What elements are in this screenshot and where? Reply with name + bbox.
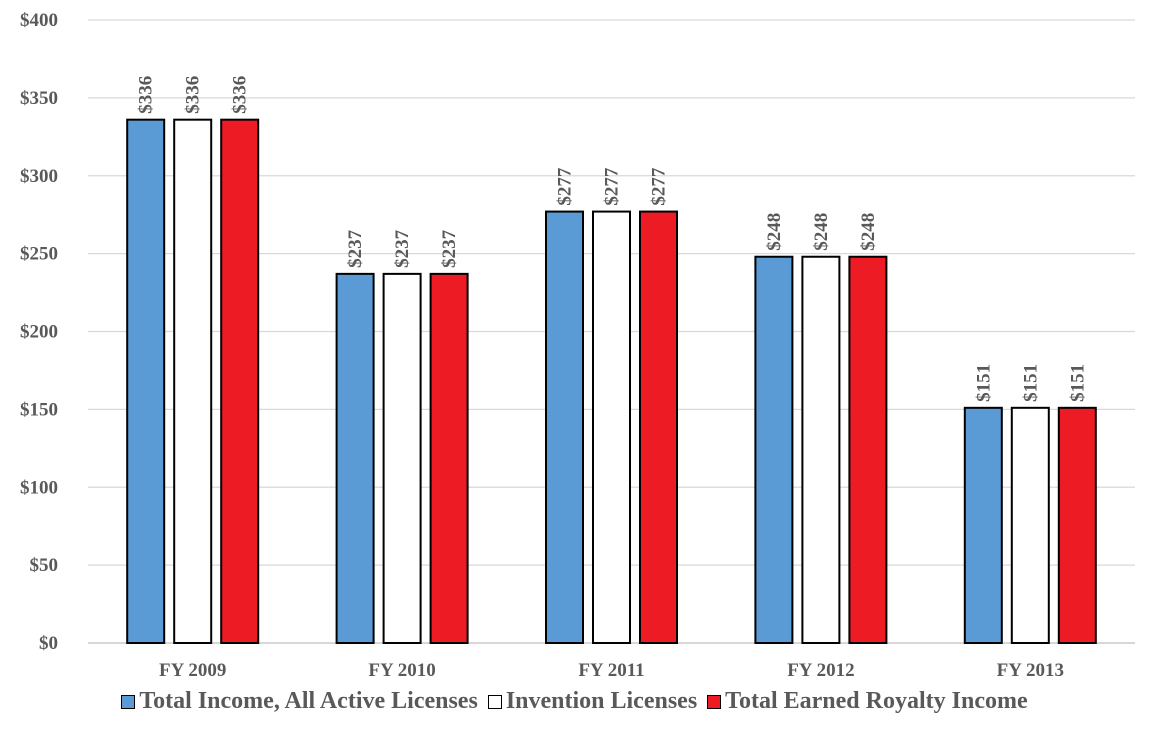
data-label: $151 bbox=[973, 364, 994, 402]
data-label: $248 bbox=[811, 213, 832, 251]
bar bbox=[801, 255, 841, 644]
data-label: $151 bbox=[1020, 364, 1041, 402]
data-label: $277 bbox=[602, 167, 623, 206]
data-label: $248 bbox=[858, 213, 879, 251]
x-tick-label: FY 2011 bbox=[578, 660, 644, 680]
legend-label: Total Earned Royalty Income bbox=[725, 688, 1028, 714]
data-label: $336 bbox=[136, 76, 157, 114]
bar bbox=[1057, 406, 1097, 644]
y-axis-ticks: $0 $50 $100 $150 $200 $250 $300 $350 $400 bbox=[20, 10, 58, 654]
bar bbox=[173, 118, 213, 645]
bar-chart: $0$50$100$150$200$250$300$350$400 $336 $3… bbox=[20, 10, 1135, 680]
x-tick-label: FY 2010 bbox=[368, 660, 435, 680]
legend-item-royalty-income: Total Earned Royalty Income bbox=[707, 688, 1028, 715]
bars bbox=[126, 118, 1097, 645]
data-label: $151 bbox=[1067, 364, 1088, 402]
data-label: $237 bbox=[392, 229, 413, 268]
x-tick-label: FY 2009 bbox=[159, 660, 226, 680]
y-tick-label: $200 bbox=[20, 322, 58, 343]
bar bbox=[335, 272, 375, 644]
legend-swatch-blue bbox=[121, 694, 136, 709]
bar bbox=[126, 118, 166, 645]
x-tick-label: FY 2013 bbox=[997, 660, 1064, 680]
bar bbox=[963, 406, 1003, 644]
data-label: $237 bbox=[345, 229, 366, 268]
bar bbox=[429, 272, 469, 644]
y-tick-label: $0 bbox=[39, 633, 58, 654]
data-label: $336 bbox=[230, 76, 251, 114]
data-label: $277 bbox=[649, 167, 670, 206]
bar bbox=[639, 210, 678, 644]
bar bbox=[545, 210, 584, 644]
legend: Total Income, All Active Licenses Invent… bbox=[0, 688, 1149, 715]
bar bbox=[592, 210, 631, 644]
x-tick-label: FY 2012 bbox=[787, 660, 854, 680]
data-labels: $336 $336 $336 $237 $237 $237 $277 $277 $277 $248… bbox=[136, 76, 1089, 402]
legend-item-total-income: Total Income, All Active Licenses bbox=[121, 688, 478, 715]
y-tick-label: $300 bbox=[20, 166, 58, 187]
bar bbox=[220, 118, 260, 645]
y-tick-label: $350 bbox=[20, 88, 58, 109]
data-label: $237 bbox=[439, 229, 460, 268]
legend-swatch-white bbox=[487, 694, 502, 709]
y-tick-label: $150 bbox=[20, 399, 58, 420]
bar bbox=[382, 272, 422, 644]
x-axis-categories: FY 2009 FY 2010 FY 2011 FY 2012 FY 2013 bbox=[159, 660, 1064, 680]
data-label: $277 bbox=[555, 167, 576, 206]
legend-label: Invention Licenses bbox=[505, 688, 698, 714]
y-tick-label: $400 bbox=[20, 10, 58, 31]
bar bbox=[848, 255, 888, 644]
legend-label: Total Income, All Active Licenses bbox=[139, 688, 478, 714]
y-tick-label: $100 bbox=[20, 477, 58, 498]
y-tick-label: $50 bbox=[30, 555, 59, 576]
y-tick-label: $250 bbox=[20, 244, 58, 265]
data-label: $336 bbox=[183, 76, 204, 114]
bar bbox=[1010, 406, 1050, 644]
legend-item-invention-licenses: Invention Licenses bbox=[487, 688, 698, 715]
data-label: $248 bbox=[764, 213, 785, 251]
legend-swatch-red bbox=[707, 694, 722, 709]
bar bbox=[754, 255, 794, 644]
